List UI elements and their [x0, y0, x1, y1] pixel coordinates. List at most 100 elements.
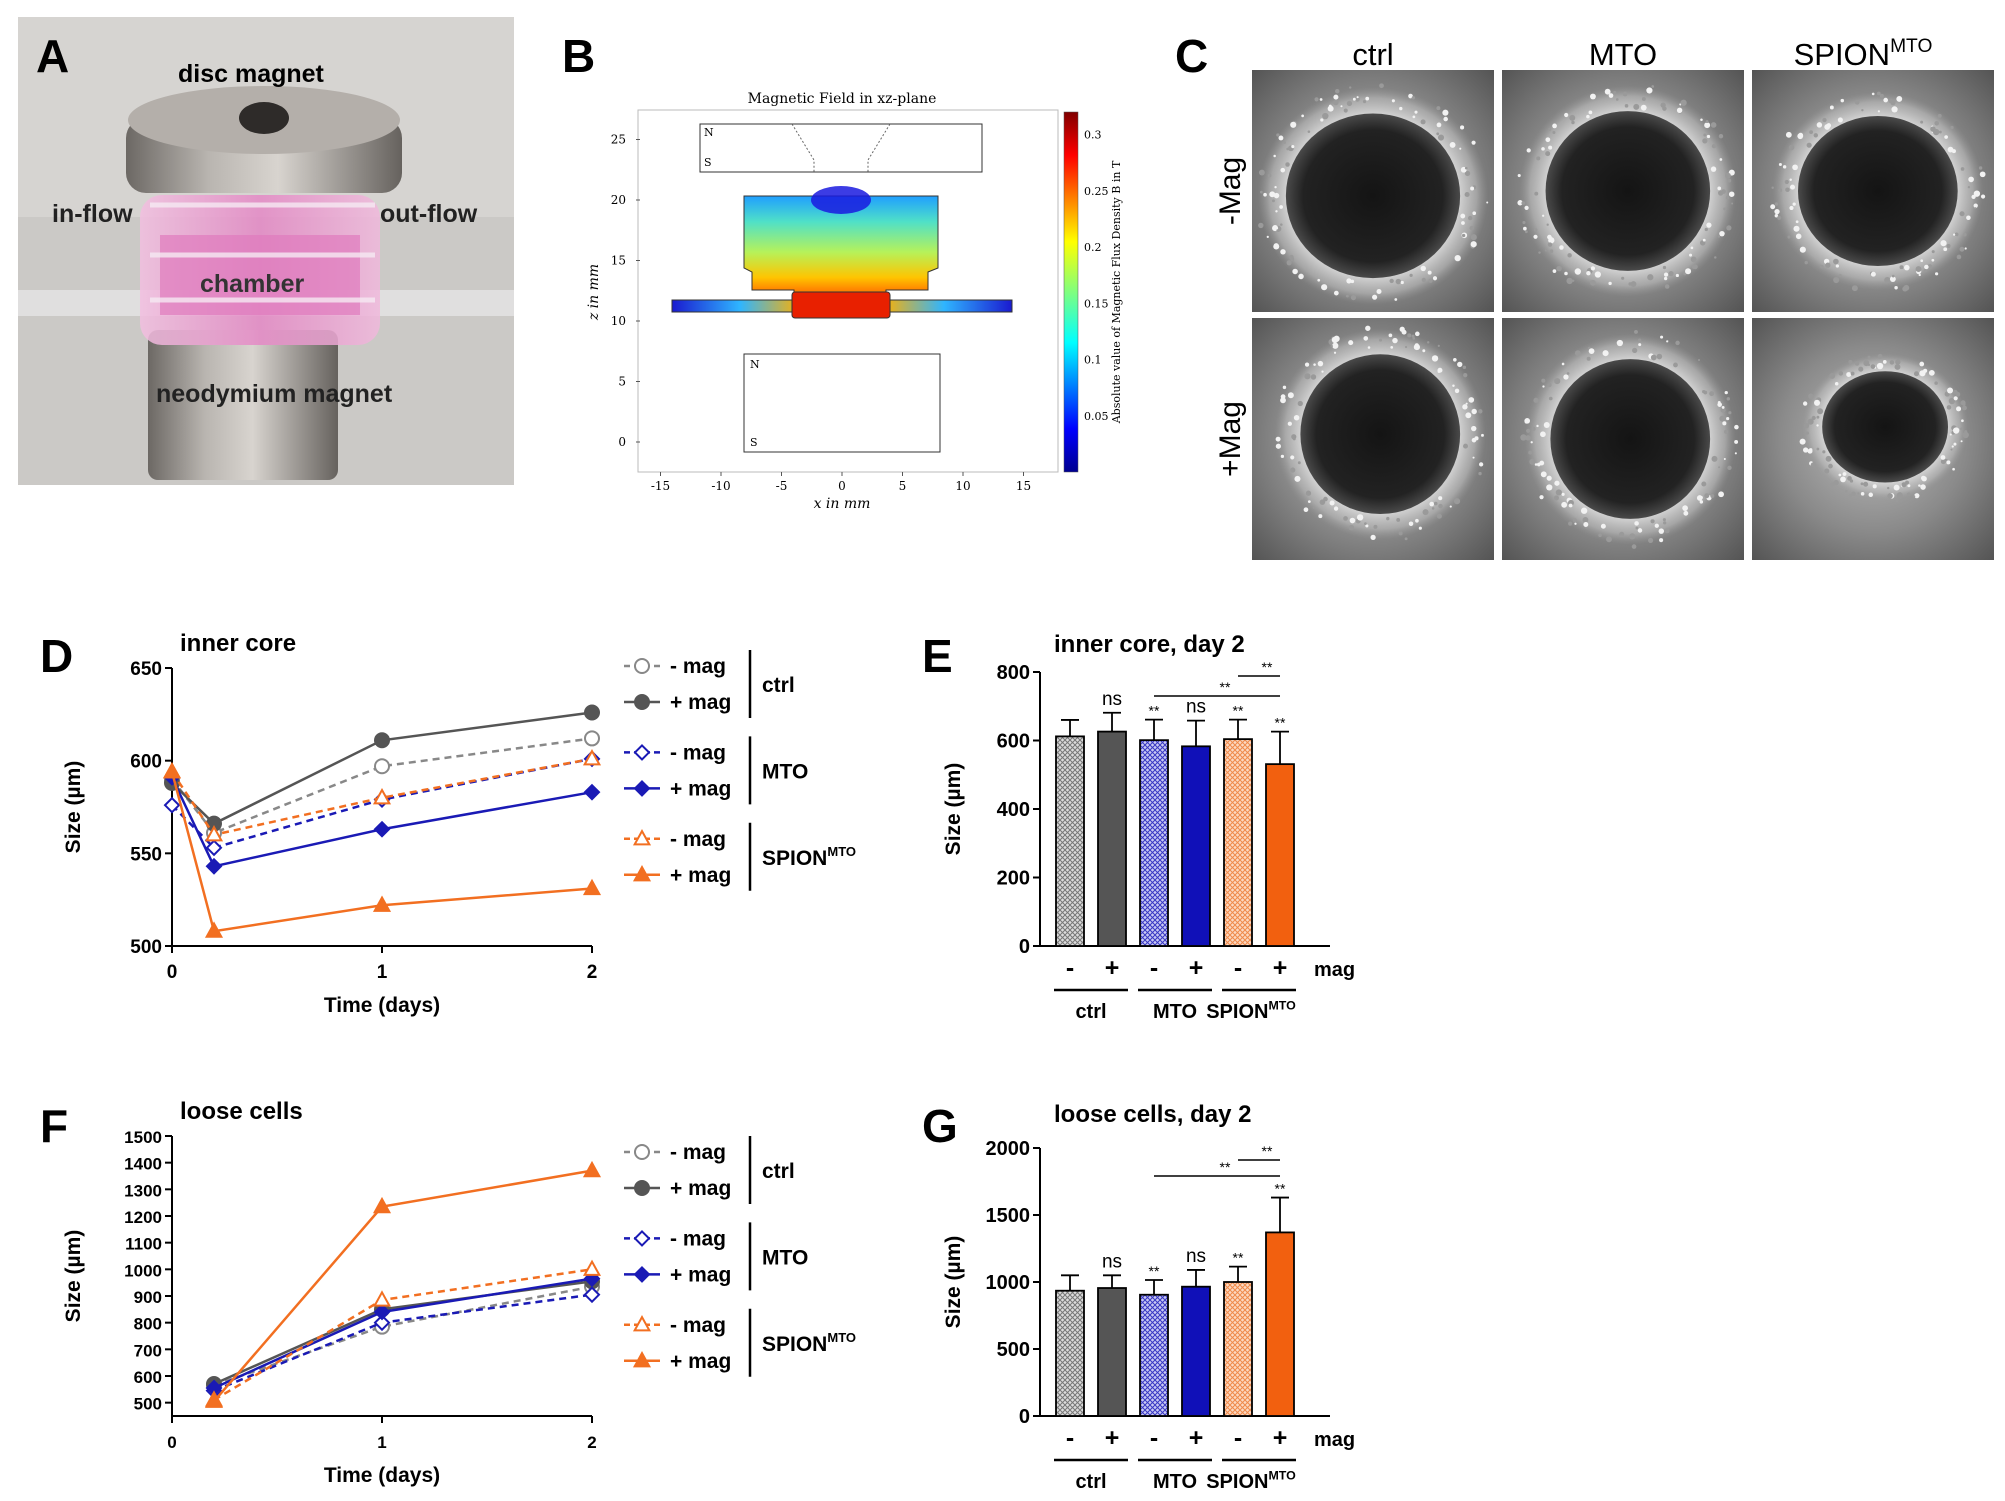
cell-speckle: [1723, 207, 1726, 211]
cell-speckle: [1782, 165, 1787, 169]
cell-speckle: [1536, 156, 1541, 161]
cell-speckle: [1629, 533, 1636, 540]
cell-speckle: [1734, 424, 1739, 430]
cell-speckle: [1437, 344, 1440, 348]
cell-speckle: [1266, 235, 1269, 239]
cell-speckle: [1673, 362, 1678, 368]
cell-speckle: [1586, 356, 1591, 361]
colorbar-tick: 0.05: [1084, 410, 1109, 423]
mag-sign: +: [1189, 954, 1204, 982]
cell-speckle: [1656, 353, 1663, 360]
data-point: [204, 921, 224, 938]
cell-speckle: [1363, 336, 1369, 341]
cell-speckle: [1590, 266, 1596, 271]
cell-speckle: [1663, 272, 1669, 277]
cell-speckle: [1293, 414, 1300, 421]
cell-speckle: [1297, 461, 1301, 465]
cell-speckle: [1915, 266, 1922, 273]
cell-speckle: [1868, 492, 1874, 498]
cell-speckle: [1536, 424, 1539, 428]
bar-SPION--: [1223, 1281, 1253, 1417]
cell-speckle: [1676, 107, 1683, 114]
cell-speckle: [1633, 103, 1640, 110]
cell-speckle: [1392, 337, 1398, 344]
cell-speckle: [1704, 122, 1711, 129]
panel-label-b: B: [562, 30, 595, 82]
cell-speckle: [1343, 108, 1348, 113]
cell-speckle: [1842, 472, 1847, 476]
cell-speckle: [1319, 98, 1323, 101]
cell-speckle: [1564, 271, 1568, 276]
cell-speckle: [1792, 202, 1796, 206]
cell-speckle: [1543, 422, 1550, 428]
label-chamber: chamber: [200, 270, 304, 298]
cell-speckle: [1711, 455, 1718, 462]
chart-title: inner core, day 2: [1054, 631, 1245, 658]
cell-speckle: [1662, 518, 1666, 522]
group-label: ctrl: [1075, 1001, 1106, 1023]
cell-speckle: [1438, 496, 1443, 501]
cell-speckle: [1680, 99, 1687, 106]
bracket-significance: **: [1262, 659, 1273, 675]
cell-speckle: [1389, 278, 1394, 284]
cell-speckle: [1824, 468, 1830, 474]
cell-speckle: [1806, 142, 1812, 148]
cell-speckle: [1838, 473, 1842, 477]
cell-speckle: [1851, 491, 1856, 497]
fieldsim-x-tick: -10: [711, 479, 730, 493]
cell-speckle: [1920, 259, 1924, 263]
cell-speckle: [1260, 190, 1263, 194]
cell-speckle: [1412, 115, 1416, 119]
cell-speckle: [1960, 427, 1963, 431]
cell-speckle: [1726, 417, 1730, 421]
cell-speckle: [1470, 241, 1477, 248]
cell-speckle: [1541, 147, 1545, 151]
cell-speckle: [1436, 132, 1440, 136]
cell-speckle: [1702, 238, 1706, 242]
cell-speckle: [1540, 471, 1547, 478]
data-point: [163, 796, 181, 814]
cell-speckle: [1534, 463, 1538, 466]
cell-speckle: [1949, 433, 1952, 436]
legend-entry-label: + mag: [670, 777, 731, 800]
cell-speckle: [1979, 171, 1986, 178]
cell-speckle: [1303, 507, 1309, 513]
cell-speckle: [1333, 290, 1339, 296]
cell-speckle: [1307, 500, 1311, 503]
cell-speckle: [1907, 484, 1911, 488]
y-tick-label: 650: [130, 659, 162, 680]
significance-label: **: [1275, 1181, 1286, 1197]
data-point: [373, 1303, 391, 1321]
cell-speckle: [1452, 384, 1455, 388]
y-tick-label: 600: [134, 1368, 162, 1387]
legend-marker: [632, 865, 652, 882]
cell-speckle: [1616, 339, 1624, 347]
cell-speckle: [1872, 484, 1877, 489]
significance-label: ns: [1102, 689, 1122, 710]
cell-speckle: [1924, 264, 1929, 270]
cell-speckle: [1283, 141, 1286, 144]
data-point: [584, 704, 600, 721]
label-base: SPION: [762, 847, 827, 870]
colorbar-tick: 0.3: [1084, 129, 1102, 142]
cell-speckle: [1921, 476, 1927, 482]
y-axis-label: Size (µm): [62, 1230, 85, 1323]
cell-speckle: [1542, 385, 1545, 388]
cell-speckle: [1563, 374, 1569, 380]
cell-speckle: [1294, 475, 1301, 482]
cell-speckle: [1276, 133, 1280, 137]
cell-speckle: [1816, 447, 1820, 451]
cell-speckle: [1449, 141, 1456, 148]
cell-speckle: [1650, 519, 1655, 524]
legend-group-label: ctrl: [762, 1160, 795, 1183]
fieldsim-x-tick: 5: [899, 479, 907, 493]
bracket-significance: **: [1220, 1159, 1231, 1175]
cell-speckle: [1305, 490, 1312, 496]
cell-speckle: [1804, 260, 1808, 265]
cell-speckle: [1432, 276, 1438, 281]
cell-speckle: [1789, 178, 1792, 182]
cell-speckle: [1437, 134, 1445, 141]
cell-speckle: [1940, 459, 1946, 465]
cell-speckle: [1717, 235, 1721, 238]
cell-speckle: [1734, 452, 1737, 455]
